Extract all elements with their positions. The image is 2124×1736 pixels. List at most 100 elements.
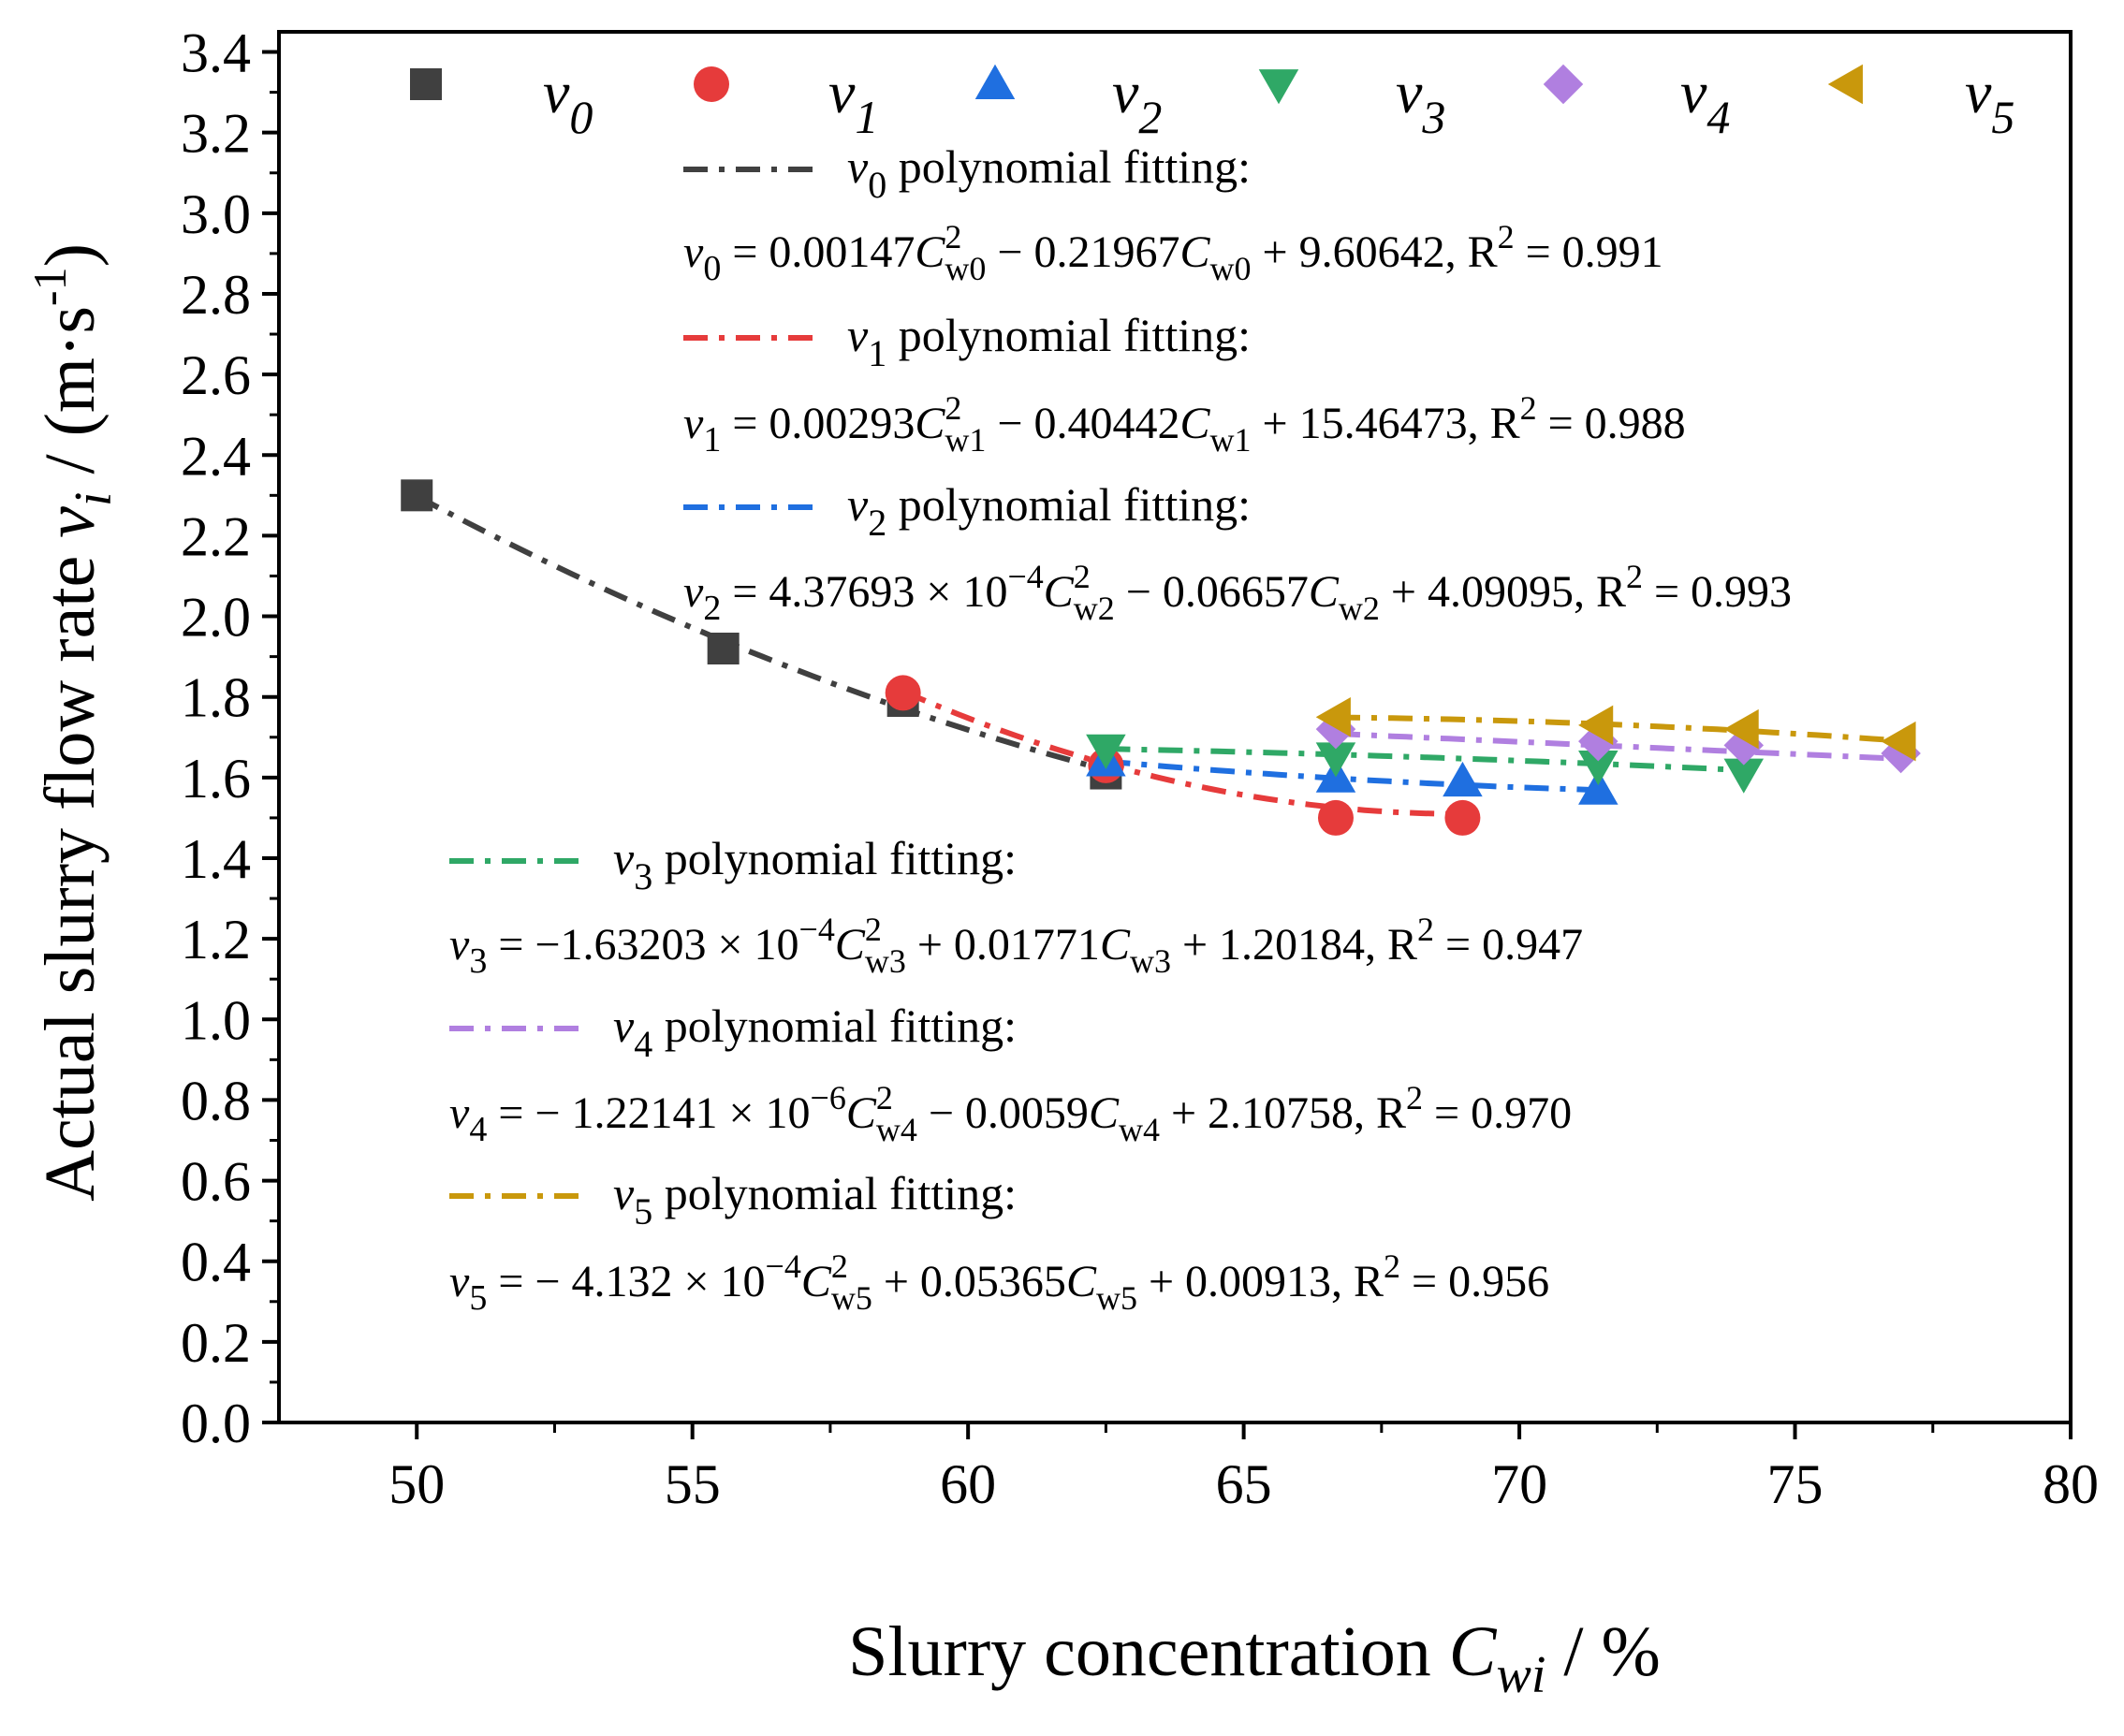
eq-var-1-sup: 2 xyxy=(945,389,961,427)
legend-label-v3: v3 xyxy=(1396,59,1445,143)
legend-marker-v2 xyxy=(974,64,1016,99)
legend-subscript: 3 xyxy=(1421,91,1445,143)
point-v2-3 xyxy=(1578,769,1619,805)
x-tick-label-70: 70 xyxy=(1491,1453,1547,1515)
eq-coef-2: − 0.06657 xyxy=(1115,567,1309,617)
eq-lhs: v xyxy=(449,920,470,970)
fit-line-v5 xyxy=(1335,714,1901,744)
eq-coef-1: = 0.00147 xyxy=(721,227,915,277)
y-tick-label-0.0: 0.0 xyxy=(181,1393,251,1454)
x-tick-label-55: 55 xyxy=(665,1453,721,1515)
legend-symbol: v xyxy=(1680,59,1707,125)
legend-symbol: v xyxy=(828,59,856,125)
eq-coef-2: + 0.05365 xyxy=(872,1257,1066,1306)
eq-coef-3: + 4.09095, R xyxy=(1380,567,1626,617)
x-axis-title-subscript: wi xyxy=(1496,1646,1545,1704)
annot-title-text: polynomial fitting: xyxy=(652,832,1017,884)
point-v5-0 xyxy=(1315,696,1351,737)
eq-coef-1: = −1.63203 × 10 xyxy=(487,920,798,970)
y-tick-label-0.6: 0.6 xyxy=(181,1151,251,1213)
eq-coef-1: = − 1.22141 × 10 xyxy=(487,1088,810,1138)
legend-label-v5: v5 xyxy=(1965,59,2014,143)
y-axis-title-unit-sup: -1 xyxy=(23,267,76,306)
y-tick-label-1.2: 1.2 xyxy=(181,909,251,970)
x-tick-label-75: 75 xyxy=(1767,1453,1824,1515)
fit-lines xyxy=(415,493,1901,817)
eq-r-value: = 0.991 xyxy=(1515,227,1663,277)
annot-title-subscript: 4 xyxy=(634,1023,652,1065)
point-v0-0 xyxy=(401,479,433,512)
annot-title-symbol: v xyxy=(847,478,869,531)
eq-var-1-sup: 2 xyxy=(945,218,961,255)
annot-title-symbol: v xyxy=(613,999,635,1052)
annot-title-v5: v5 polynomial fitting: xyxy=(613,1167,1017,1233)
point-v3-3 xyxy=(1723,758,1765,794)
eq-var-2-sub: w0 xyxy=(1210,250,1252,287)
legend: v0 v1 v2 v3 v4 v5 xyxy=(410,59,2014,143)
x-axis-title-text: Slurry concentration xyxy=(848,1612,1431,1691)
eq-var-2: C xyxy=(1179,399,1210,448)
fit-line-v3 xyxy=(1106,746,1744,773)
eq-r-value: = 0.947 xyxy=(1434,920,1583,970)
legend-symbol: v xyxy=(1112,59,1139,125)
annot-equation-v0: v0 = 0.00147C2 w0 − 0.21967Cw0 + 9.60642,… xyxy=(683,218,1663,288)
annot-title-symbol: v xyxy=(613,1167,635,1219)
x-axis-title-symbol: C xyxy=(1449,1612,1498,1691)
annot-title-subscript: 5 xyxy=(634,1190,652,1233)
annot-title-symbol: v xyxy=(613,832,635,884)
legend-subscript: 5 xyxy=(1991,91,2014,143)
annot-equation-v2: v2 = 4.37693 × 10−4C2 w2 − 0.06657Cw2 + 4… xyxy=(683,558,1792,628)
y-tick-label-0.2: 0.2 xyxy=(181,1312,251,1374)
eq-var-2: C xyxy=(1066,1257,1097,1306)
legend-subscript: 0 xyxy=(569,91,593,143)
annot-title-v3: v3 polynomial fitting: xyxy=(613,832,1017,897)
annot-title-subscript: 2 xyxy=(868,502,886,544)
y-tick-label-2.2: 2.2 xyxy=(181,505,251,567)
annot-title-v0: v0 polynomial fitting: xyxy=(847,140,1251,206)
y-tick-label-2.6: 2.6 xyxy=(181,344,251,406)
legend-label-v2: v2 xyxy=(1112,59,1162,143)
x-tick-label-60: 60 xyxy=(940,1453,996,1515)
annot-title-text: polynomial fitting: xyxy=(886,478,1251,531)
eq-var-2: C xyxy=(1089,1088,1120,1138)
legend-label-v4: v4 xyxy=(1680,59,1730,143)
y-tick-label-2.8: 2.8 xyxy=(181,264,251,326)
point-v1-0 xyxy=(885,675,921,711)
fit-line-v0 xyxy=(415,493,1107,773)
eq-var-1: C xyxy=(801,1257,832,1306)
y-tick-label-1.8: 1.8 xyxy=(181,667,251,729)
annot-equation-v1: v1 = 0.00293C2 w1 − 0.40442Cw1 + 15.46473… xyxy=(683,389,1686,460)
y-axis-title-unit: / (m·s xyxy=(31,306,110,491)
annot-title-subscript: 1 xyxy=(868,332,886,374)
eq-r-value: = 0.988 xyxy=(1537,399,1686,448)
y-tick-label-3.4: 3.4 xyxy=(181,22,251,84)
eq-var-1-sup: 2 xyxy=(865,911,882,948)
eq-r-sup: 2 xyxy=(1520,389,1537,427)
eq-var-1-sub: w0 xyxy=(945,250,986,287)
eq-var-1-sup: 2 xyxy=(1074,558,1091,595)
eq-var-2: C xyxy=(1309,567,1340,617)
eq-coef-3: + 9.60642, R xyxy=(1252,227,1498,277)
annot-title-v1: v1 polynomial fitting: xyxy=(847,309,1251,374)
annot-equation-v4: v4 = − 1.22141 × 10−6C2 w4 − 0.0059Cw4 + … xyxy=(449,1079,1572,1149)
eq-r-sup: 2 xyxy=(1498,218,1515,255)
eq-var-1-sub: w2 xyxy=(1074,590,1115,627)
x-axis-title: Slurry concentration Cwi / % xyxy=(848,1612,1661,1704)
eq-coef-1: = − 4.132 × 10 xyxy=(487,1257,765,1306)
eq-lhs: v xyxy=(449,1088,470,1138)
eq-lhs: v xyxy=(683,399,704,448)
eq-r-sup: 2 xyxy=(1384,1247,1400,1285)
x-tick-label-50: 50 xyxy=(388,1453,445,1515)
y-tick-label-2.4: 2.4 xyxy=(181,425,251,487)
eq-var-1-sub: w4 xyxy=(876,1111,917,1148)
legend-subscript: 1 xyxy=(855,91,878,143)
annot-title-text: polynomial fitting: xyxy=(886,309,1251,361)
eq-r-sup: 2 xyxy=(1417,911,1434,948)
eq-var-1-sup: 2 xyxy=(831,1247,848,1285)
eq-r-sup: 2 xyxy=(1406,1079,1423,1116)
eq-lhs-sub: 0 xyxy=(703,249,721,288)
eq-var-2: C xyxy=(1100,920,1131,970)
legend-subscript: 4 xyxy=(1707,91,1730,143)
point-v5-3 xyxy=(1881,721,1916,762)
annot-title-v4: v4 polynomial fitting: xyxy=(613,999,1017,1065)
